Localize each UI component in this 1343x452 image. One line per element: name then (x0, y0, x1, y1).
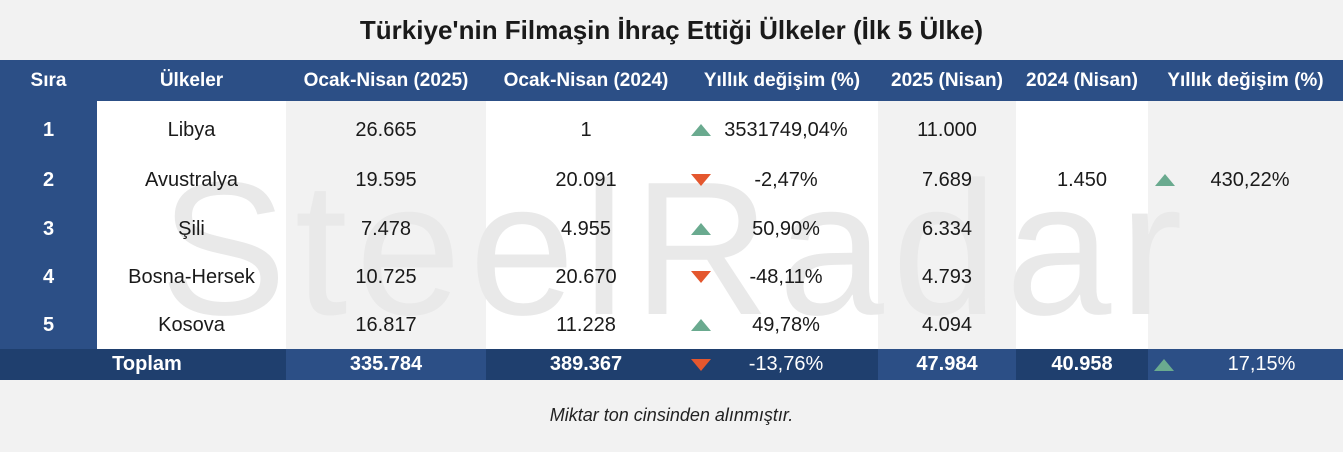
trend-down-icon (686, 349, 716, 380)
jan-apr-2025-cell: 10.725 (355, 265, 417, 288)
apr-2025-cell: 4.793 (921, 265, 973, 288)
yoy-change-cell: -2,47% (754, 168, 818, 191)
jan-apr-2024-cell: 20.091 (555, 168, 617, 191)
trend-down-icon (686, 253, 716, 301)
apr-yoy-change-cell (1180, 301, 1320, 349)
jan-apr-2024-cell: 4.955 (560, 217, 612, 240)
apr-2025-cell: 11.000 (917, 118, 977, 141)
country-cell: Bosna-Hersek (128, 265, 255, 288)
header-apr-2025: 2025 (Nisan) (891, 69, 1003, 91)
table-row: 2 Avustralya 19.595 20.091 -2,47% 7.689 … (0, 155, 1343, 205)
total-apr-2025: 47.984 (878, 349, 1016, 380)
trend-up-icon (1148, 349, 1180, 380)
country-cell: Şili (178, 217, 205, 240)
jan-apr-2025-cell: 16.817 (355, 313, 417, 336)
jan-apr-2024-cell: 1 (580, 118, 592, 141)
country-cell: Libya (167, 118, 216, 141)
total-yoy-change: -13,76% (748, 353, 824, 375)
apr-yoy-change-cell: 430,22% (1210, 168, 1290, 191)
apr-2024-cell: 1.450 (1056, 168, 1108, 191)
trend-up-icon (686, 105, 716, 155)
apr-yoy-change-cell (1180, 105, 1320, 155)
apr-yoy-change-cell (1180, 205, 1320, 253)
apr-2024-cell (1016, 253, 1148, 301)
apr-yoy-change-cell (1180, 253, 1320, 301)
total-row: Toplam 335.784 389.367 -13,76% 47.984 40… (0, 349, 1343, 380)
trend-up-icon (1150, 155, 1180, 205)
header-jan-apr-2024: Ocak-Nisan (2024) (503, 69, 669, 91)
rank-cell: 4 (42, 265, 55, 288)
yoy-change-cell: 50,90% (752, 217, 820, 240)
yoy-change-cell: 49,78% (752, 313, 820, 336)
rank-column-band (0, 101, 97, 349)
trend-up-icon (686, 301, 716, 349)
page-title: Türkiye'nin Filmaşin İhraç Ettiği Ülkele… (0, 0, 1343, 60)
rank-cell: 2 (42, 168, 55, 191)
jan-apr-2025-cell: 7.478 (360, 217, 412, 240)
total-jan-apr-2024: 389.367 (549, 353, 623, 375)
apr-2024-cell (1016, 301, 1148, 349)
apr-2024-cell (1016, 105, 1148, 155)
apr-2025-cell: 7.689 (921, 168, 973, 191)
col-band-jan-apr-2025 (286, 101, 486, 349)
table-row: 4 Bosna-Hersek 10.725 20.670 -48,11% 4.7… (0, 253, 1343, 301)
apr-2025-cell: 4.094 (921, 313, 973, 336)
total-jan-apr-2025: 335.784 (286, 349, 486, 380)
table-header: Sıra Ülkeler Ocak-Nisan (2025) Ocak-Nisa… (0, 60, 1343, 101)
table-row: 3 Şili 7.478 4.955 50,90% 6.334 (0, 205, 1343, 253)
trend-up-icon (686, 205, 716, 253)
header-country: Ülkeler (159, 69, 224, 91)
header-yoy-change: Yıllık değişim (%) (703, 69, 861, 91)
header-jan-apr-2025: Ocak-Nisan (2025) (303, 69, 469, 91)
rank-cell: 1 (42, 118, 55, 141)
total-label: Toplam (112, 353, 182, 375)
jan-apr-2025-cell: 26.665 (355, 118, 417, 141)
jan-apr-2024-cell: 11.228 (556, 313, 616, 336)
table-row: 1 Libya 26.665 1 3531749,04% 11.000 (0, 105, 1343, 155)
header-apr-yoy-change: Yıllık değişim (%) (1167, 69, 1324, 91)
trend-down-icon (686, 155, 716, 205)
rank-cell: 3 (42, 217, 55, 240)
table-row: 5 Kosova 16.817 11.228 49,78% 4.094 (0, 301, 1343, 349)
data-table: SteelRadar Sıra Ülkeler Ocak-Nisan (2025… (0, 60, 1343, 380)
total-apr-yoy-change: 17,15% (1180, 349, 1343, 380)
jan-apr-2025-cell: 19.595 (355, 168, 417, 191)
country-cell: Kosova (158, 313, 225, 336)
rank-cell: 5 (42, 313, 55, 336)
country-cell: Avustralya (144, 168, 238, 191)
footnote: Miktar ton cinsinden alınmıştır. (549, 404, 794, 425)
col-band-apr-2025 (878, 101, 1016, 349)
apr-2024-cell (1016, 205, 1148, 253)
header-rank: Sıra (30, 69, 67, 91)
jan-apr-2024-cell: 20.670 (555, 265, 617, 288)
col-band-apr-yoy (1148, 101, 1343, 349)
yoy-change-cell: -48,11% (749, 265, 823, 288)
total-apr-2024: 40.958 (1051, 353, 1113, 375)
apr-2025-cell: 6.334 (921, 217, 973, 240)
header-apr-2024: 2024 (Nisan) (1026, 69, 1138, 91)
yoy-change-cell: 3531749,04% (724, 118, 848, 141)
